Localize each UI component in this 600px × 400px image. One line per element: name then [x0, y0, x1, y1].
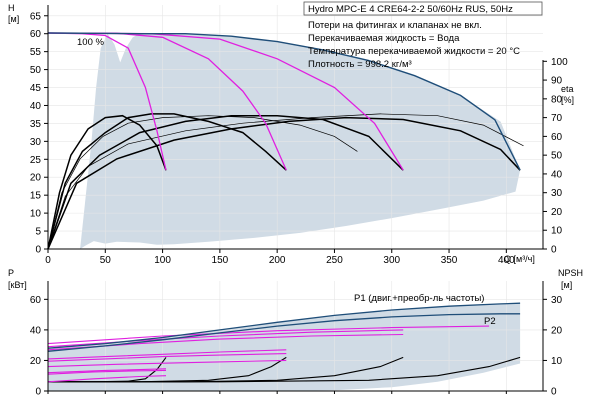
max-curve-line [47, 32, 521, 171]
power-curve-1 [47, 368, 167, 374]
tick-label-right: 100 [551, 57, 568, 68]
p2-curve [47, 313, 521, 352]
note-losses: Потери на фитингах и клапанах не вкл. [308, 20, 482, 31]
tick-label-left: 65 [30, 11, 42, 22]
power-range-area [48, 303, 521, 391]
tick-label-left: 0 [35, 245, 41, 256]
tick-label-right: 80 [551, 94, 563, 105]
tick-label-x: 100 [154, 255, 171, 266]
y-axis-right-unit-bottom: [м] [561, 280, 572, 290]
tick-label-left: 45 [30, 83, 42, 94]
y-axis-right-unit-top: [%] [561, 95, 574, 105]
power-curve-8 [47, 375, 167, 383]
head-efficiency-panel: 0 5 10 15 20 25 30 35 40 45 50 55 60 65 0 10 20 30 40 50 60 7… [8, 1, 574, 266]
tick-label-right: 40 [551, 169, 563, 180]
tick-label-right: 50 [551, 151, 563, 162]
p2-label: P2 [484, 316, 496, 327]
note-fluid: Перекачиваемая жидкость = Вода [308, 33, 460, 44]
power-curve-2 [47, 369, 167, 375]
tick-label-left: 15 [30, 191, 42, 202]
tick-label-x: 0 [45, 255, 51, 266]
tick-label-left: 30 [30, 137, 42, 148]
eta-bold-curve-1 [47, 114, 167, 250]
tick-label-left: 20 [30, 356, 42, 367]
tick-label-left: 55 [30, 47, 42, 58]
y-axis-left-label-top: H [8, 3, 15, 13]
power-area [48, 303, 521, 391]
note-temperature: Температура перекачиваемой жидкости = 20… [308, 46, 520, 57]
power-series [47, 302, 521, 352]
speed-label-100: 100 % [77, 37, 104, 48]
x-axis-label: Q [м³/ч] [504, 254, 535, 264]
tick-label-left: 50 [30, 65, 42, 76]
tick-label-right: 0 [551, 245, 557, 256]
tick-label-left: 25 [30, 155, 42, 166]
tick-label-right: 0 [551, 387, 557, 398]
tick-label-right: 20 [551, 207, 563, 218]
npsh-curve-4 [48, 356, 521, 383]
tick-label-right: 10 [551, 226, 563, 237]
tick-label-left: 40 [30, 325, 42, 336]
tick-label-right: 20 [551, 325, 563, 336]
y-axis-left-unit-bottom: [кВт] [8, 280, 27, 290]
tick-label-left: 0 [35, 387, 41, 398]
tick-label-right: 30 [551, 188, 563, 199]
tick-label-right: 30 [551, 295, 563, 306]
tick-label-left: 35 [30, 119, 42, 130]
tick-label-right: 70 [551, 113, 563, 124]
tick-label-x: 300 [383, 255, 400, 266]
tick-label-x: 150 [212, 255, 229, 266]
tick-label-right: 60 [551, 132, 563, 143]
power-curve-7 [47, 325, 490, 345]
tick-label-left: 20 [30, 173, 42, 184]
y-axis-left-label-bottom: P [8, 268, 14, 278]
eta-curve-6 [47, 113, 524, 250]
tick-label-left: 60 [30, 295, 42, 306]
tick-label-left: 5 [35, 227, 41, 238]
tick-label-x: 350 [441, 255, 458, 266]
tick-label-left: 60 [30, 29, 42, 40]
note-density: Плотность = 998.2 кг/м³ [308, 59, 412, 70]
bottom-axes: 0 20 40 60 0 10 20 30 [30, 281, 563, 398]
eta-curve-5 [47, 115, 358, 250]
top-axes: 0 5 10 15 20 25 30 35 40 45 50 55 60 65 0 10 20 30 40 50 60 7… [30, 5, 568, 266]
y-axis-right-label-bottom: NPSH [558, 268, 583, 278]
tick-label-x: 50 [100, 255, 112, 266]
info-box: Hydro MPC-E 4 CRE64-2-2 50/60Hz RUS, 50H… [303, 1, 543, 70]
p1-curve [47, 302, 521, 349]
npsh-curves [48, 356, 521, 383]
y-axis-left-unit-top: [м] [8, 14, 19, 24]
tick-label-x: 250 [326, 255, 343, 266]
tick-label-left: 10 [30, 209, 42, 220]
tick-label-left: 40 [30, 101, 42, 112]
tick-label-right: 10 [551, 356, 563, 367]
tick-label-x: 200 [269, 255, 286, 266]
max-head-curve [47, 32, 521, 171]
tick-label-x: 400 [498, 255, 515, 266]
y-axis-right-label-top: eta [561, 84, 574, 94]
power-curve-3 [47, 349, 287, 360]
efficiency-curves [47, 113, 524, 250]
power-curve-4 [47, 353, 287, 362]
title-box [303, 1, 543, 16]
power-curve-9 [47, 359, 287, 368]
chart-title: Hydro MPC-E 4 CRE64-2-2 50/60Hz RUS, 50H… [308, 4, 513, 15]
eta-bold-curve-2 [47, 113, 287, 250]
eta-bold-curve-3 [47, 114, 404, 250]
power-npsh-panel: 0 20 40 60 0 10 20 30 P [кВт] NPSH [м] P1 (двиг… [8, 268, 583, 398]
tick-label-right: 90 [551, 76, 563, 87]
eta-bold-curve-4 [47, 116, 521, 250]
p1-label: P1 (двиг.+преобр-ль частоты) [354, 293, 484, 304]
